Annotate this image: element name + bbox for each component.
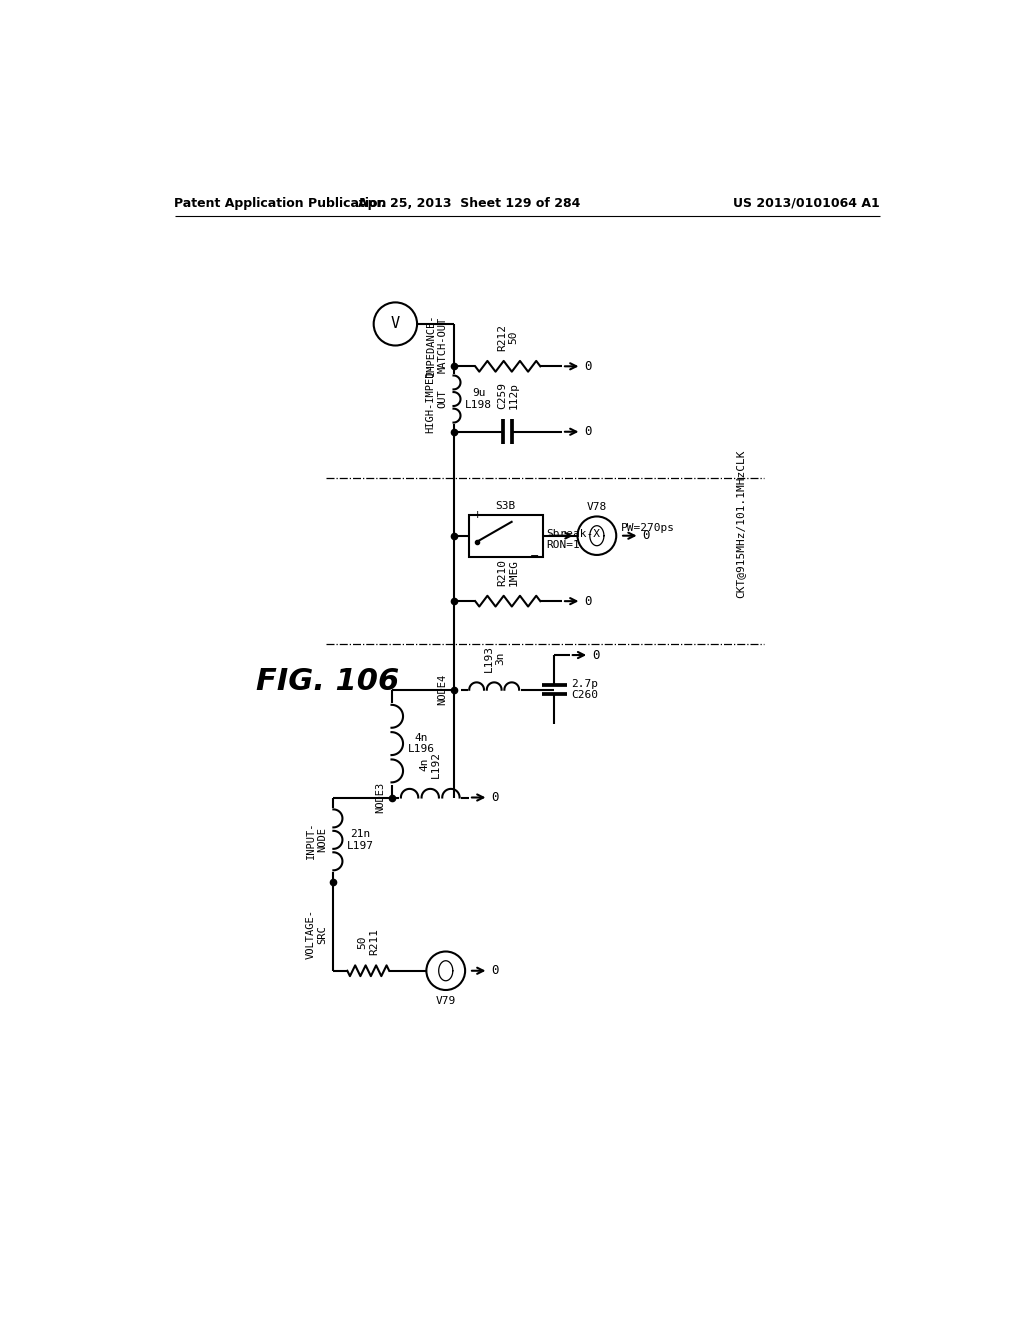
Text: IMPEDANCE-
MATCH-OUT: IMPEDANCE- MATCH-OUT bbox=[426, 314, 447, 376]
Text: 21n
L197: 21n L197 bbox=[347, 829, 374, 850]
Text: FIG. 106: FIG. 106 bbox=[256, 668, 399, 697]
Text: 0: 0 bbox=[585, 360, 592, 372]
Text: R212
50: R212 50 bbox=[497, 323, 518, 351]
Text: INPUT-
NODE: INPUT- NODE bbox=[305, 821, 328, 858]
Text: V: V bbox=[391, 317, 400, 331]
Text: 0: 0 bbox=[492, 791, 499, 804]
Text: Patent Application Publication: Patent Application Publication bbox=[174, 197, 387, 210]
Text: Sbreak-X
RON=1: Sbreak-X RON=1 bbox=[547, 529, 600, 550]
Text: 4n
L196: 4n L196 bbox=[408, 733, 435, 755]
Text: 0: 0 bbox=[643, 529, 650, 543]
Text: C259
112p: C259 112p bbox=[497, 381, 518, 409]
Text: 50
R211: 50 R211 bbox=[357, 928, 379, 956]
Text: CKT@915MHz/101.1MHzCLK: CKT@915MHz/101.1MHzCLK bbox=[735, 450, 745, 598]
Text: PW=270ps: PW=270ps bbox=[621, 523, 675, 533]
Text: 0: 0 bbox=[585, 594, 592, 607]
Text: 2.7p
C260: 2.7p C260 bbox=[571, 678, 598, 701]
Text: 9u
L198: 9u L198 bbox=[465, 388, 493, 409]
Text: V78: V78 bbox=[587, 502, 607, 512]
Text: S3B: S3B bbox=[496, 502, 516, 511]
Text: V79: V79 bbox=[435, 997, 456, 1006]
Text: NODE3: NODE3 bbox=[376, 781, 385, 813]
Text: R210
1MEG: R210 1MEG bbox=[497, 558, 518, 586]
Text: US 2013/0101064 A1: US 2013/0101064 A1 bbox=[733, 197, 880, 210]
Text: L193
3n: L193 3n bbox=[483, 644, 505, 672]
Text: Apr. 25, 2013  Sheet 129 of 284: Apr. 25, 2013 Sheet 129 of 284 bbox=[357, 197, 581, 210]
Text: 0: 0 bbox=[592, 648, 600, 661]
Text: VOLTAGE-
SRC: VOLTAGE- SRC bbox=[305, 909, 328, 960]
Text: 0: 0 bbox=[585, 425, 592, 438]
Bar bbox=[469, 515, 543, 557]
Text: HIGH-IMPED-
OUT: HIGH-IMPED- OUT bbox=[426, 364, 447, 433]
Text: 0: 0 bbox=[492, 964, 499, 977]
Text: 4n
L192: 4n L192 bbox=[420, 751, 441, 777]
Text: −: − bbox=[529, 552, 539, 561]
Text: NODE4: NODE4 bbox=[437, 675, 447, 705]
Text: +: + bbox=[473, 511, 482, 520]
